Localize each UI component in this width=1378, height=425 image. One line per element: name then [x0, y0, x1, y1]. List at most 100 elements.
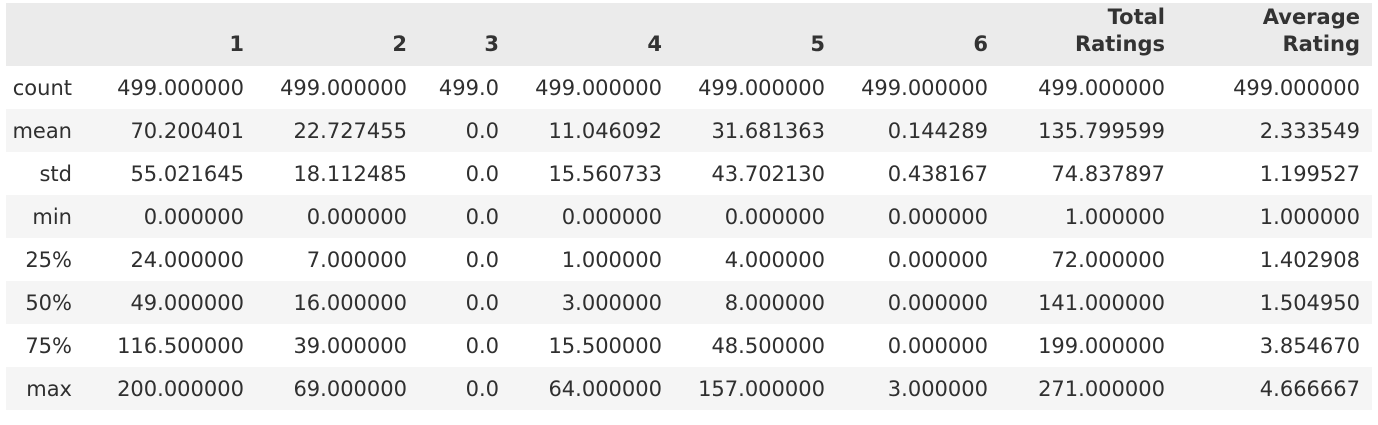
- column-header-2: 2: [256, 3, 419, 66]
- row-label: count: [12, 75, 72, 100]
- table-cell: 0.000000: [887, 333, 988, 358]
- table-row: mean 70.200401 22.727455 0.0 11.046092 3…: [6, 109, 1372, 152]
- row-label: min: [32, 204, 72, 229]
- table-row: 50% 49.000000 16.000000 0.0 3.000000 8.0…: [6, 281, 1372, 324]
- table-cell: 15.500000: [548, 333, 662, 358]
- table-cell: 499.000000: [698, 75, 825, 100]
- column-header-total-ratings: Total Ratings: [1000, 3, 1177, 66]
- table-cell: 3.000000: [887, 376, 988, 401]
- table-cell: 499.000000: [1233, 75, 1360, 100]
- column-header-average-rating-line-2: Rating: [1282, 32, 1360, 56]
- row-label: 25%: [25, 247, 72, 272]
- column-header-6-line-2: 6: [973, 32, 988, 56]
- table-cell: 1.504950: [1259, 290, 1360, 315]
- table-cell: 2.333549: [1259, 118, 1360, 143]
- index-header: [6, 3, 98, 66]
- table-cell: 499.0: [438, 75, 499, 100]
- column-header-3: 3: [419, 3, 511, 66]
- table-cell: 0.0: [465, 161, 499, 186]
- table-cell: 8.000000: [724, 290, 825, 315]
- column-header-total-ratings-line-2: Ratings: [1074, 32, 1165, 56]
- table-cell: 1.199527: [1259, 161, 1360, 186]
- table-cell: 0.0: [465, 376, 499, 401]
- table-cell: 48.500000: [711, 333, 825, 358]
- header-row: 1 2 3 4 5: [6, 3, 1372, 66]
- column-header-1-line-2: 1: [229, 32, 244, 56]
- table-cell: 0.144289: [887, 118, 988, 143]
- column-header-total-ratings-line-1: Total: [1107, 5, 1165, 29]
- table-cell: 0.0: [465, 118, 499, 143]
- column-header-average-rating-line-1: Average: [1262, 5, 1360, 29]
- table-cell: 1.402908: [1259, 247, 1360, 272]
- table-cell: 7.000000: [306, 247, 407, 272]
- column-header-4-line-2: 4: [647, 32, 662, 56]
- table-cell: 0.000000: [887, 290, 988, 315]
- table-cell: 64.000000: [548, 376, 662, 401]
- column-header-2-line-2: 2: [392, 32, 407, 56]
- table-cell: 0.0: [465, 290, 499, 315]
- row-label: std: [39, 161, 72, 186]
- column-header-5-line-2: 5: [810, 32, 825, 56]
- table-cell: 200.000000: [117, 376, 244, 401]
- table-row: max 200.000000 69.000000 0.0 64.000000 1…: [6, 367, 1372, 410]
- table-cell: 69.000000: [293, 376, 407, 401]
- table-cell: 0.000000: [561, 204, 662, 229]
- column-header-average-rating: Average Rating: [1177, 3, 1372, 66]
- table-cell: 499.000000: [117, 75, 244, 100]
- table-cell: 43.702130: [711, 161, 825, 186]
- table-cell: 499.000000: [1038, 75, 1165, 100]
- table-cell: 74.837897: [1051, 161, 1165, 186]
- table-cell: 4.000000: [724, 247, 825, 272]
- table-cell: 0.000000: [887, 204, 988, 229]
- column-header-5: 5: [674, 3, 837, 66]
- table-cell: 0.0: [465, 204, 499, 229]
- row-label: 75%: [25, 333, 72, 358]
- table-cell: 16.000000: [293, 290, 407, 315]
- table-cell: 141.000000: [1038, 290, 1165, 315]
- table-cell: 4.666667: [1259, 376, 1360, 401]
- table-cell: 499.000000: [861, 75, 988, 100]
- column-header-4: 4: [511, 3, 674, 66]
- table-cell: 499.000000: [535, 75, 662, 100]
- table-cell: 0.438167: [887, 161, 988, 186]
- table-cell: 15.560733: [548, 161, 662, 186]
- table-cell: 22.727455: [293, 118, 407, 143]
- table-cell: 18.112485: [293, 161, 407, 186]
- table-cell: 0.000000: [724, 204, 825, 229]
- row-label: 50%: [25, 290, 72, 315]
- column-header-3-line-2: 3: [484, 32, 499, 56]
- table-row: 25% 24.000000 7.000000 0.0 1.000000 4.00…: [6, 238, 1372, 281]
- table-cell: 1.000000: [1064, 204, 1165, 229]
- table-cell: 135.799599: [1038, 118, 1165, 143]
- table-cell: 1.000000: [1259, 204, 1360, 229]
- table-row: 75% 116.500000 39.000000 0.0 15.500000 4…: [6, 324, 1372, 367]
- table-cell: 3.000000: [561, 290, 662, 315]
- row-label: mean: [12, 118, 72, 143]
- summary-statistics-table: 1 2 3 4 5: [6, 3, 1372, 410]
- table-cell: 499.000000: [280, 75, 407, 100]
- table-cell: 70.200401: [130, 118, 244, 143]
- table-cell: 1.000000: [561, 247, 662, 272]
- column-header-1: 1: [98, 3, 256, 66]
- table-cell: 55.021645: [130, 161, 244, 186]
- table-cell: 199.000000: [1038, 333, 1165, 358]
- column-header-6: 6: [837, 3, 1000, 66]
- table-row: std 55.021645 18.112485 0.0 15.560733 43…: [6, 152, 1372, 195]
- table-cell: 39.000000: [293, 333, 407, 358]
- table-cell: 271.000000: [1038, 376, 1165, 401]
- table-row: min 0.000000 0.000000 0.0 0.000000 0.000…: [6, 195, 1372, 238]
- describe-table-frame: 1 2 3 4 5: [6, 3, 1372, 410]
- table-cell: 0.000000: [143, 204, 244, 229]
- table-cell: 3.854670: [1259, 333, 1360, 358]
- table-cell: 11.046092: [548, 118, 662, 143]
- table-cell: 0.0: [465, 247, 499, 272]
- table-cell: 157.000000: [698, 376, 825, 401]
- table-cell: 0.000000: [887, 247, 988, 272]
- table-cell: 31.681363: [711, 118, 825, 143]
- table-cell: 72.000000: [1051, 247, 1165, 272]
- table-cell: 49.000000: [130, 290, 244, 315]
- table-cell: 24.000000: [130, 247, 244, 272]
- table-row: count 499.000000 499.000000 499.0 499.00…: [6, 66, 1372, 109]
- table-cell: 0.000000: [306, 204, 407, 229]
- table-cell: 0.0: [465, 333, 499, 358]
